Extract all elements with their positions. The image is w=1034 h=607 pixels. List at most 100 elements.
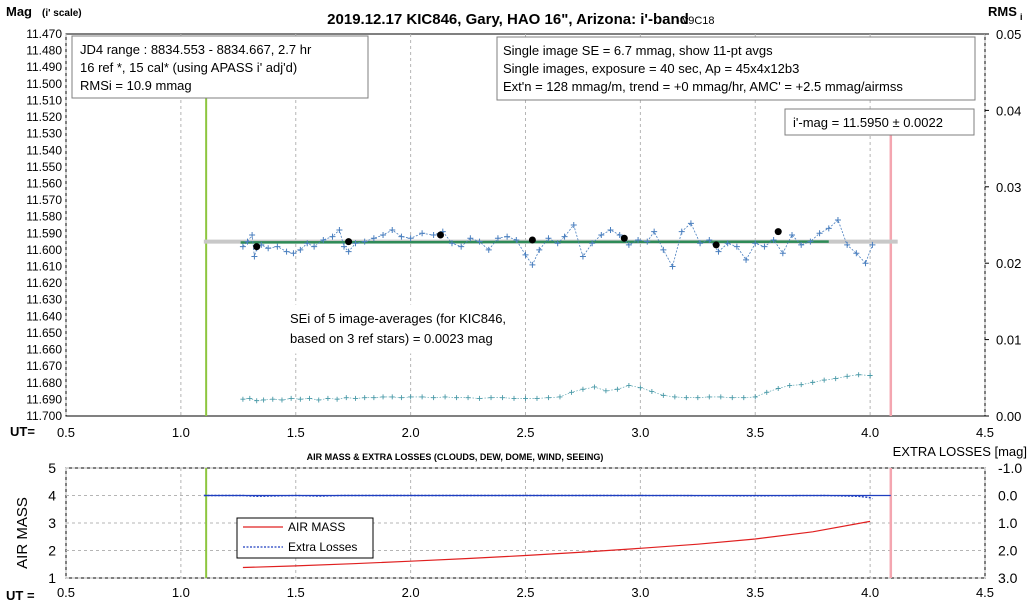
extra-losses-line bbox=[203, 494, 873, 500]
y2-tick-label: 0.00 bbox=[996, 409, 1021, 424]
y2-tick-label: 0.01 bbox=[996, 333, 1021, 348]
obs-point bbox=[853, 250, 860, 257]
y-tick-label: 11.680 bbox=[26, 376, 62, 390]
obs-point bbox=[733, 243, 740, 250]
annotation-box-jd: JD4 range : 8834.553 - 8834.667, 2.7 hr … bbox=[71, 35, 369, 99]
bottom-x-tick-label: 1.5 bbox=[287, 585, 305, 600]
extra-losses-tick-label: 3.0 bbox=[998, 570, 1018, 586]
rms-point bbox=[775, 385, 781, 391]
obs-point bbox=[752, 240, 759, 247]
rms-point bbox=[810, 379, 816, 385]
rms-point bbox=[637, 385, 643, 391]
obs-point bbox=[697, 240, 704, 247]
rms-point bbox=[867, 373, 873, 379]
obs-point bbox=[616, 231, 623, 238]
airmass-line bbox=[242, 520, 871, 569]
extra-losses-tick-label: 1.0 bbox=[998, 515, 1018, 531]
annotation-line: JD4 range : 8834.553 - 8834.667, 2.7 hr bbox=[80, 42, 312, 57]
average-point bbox=[436, 231, 444, 239]
rms-point bbox=[465, 395, 471, 401]
rms-point bbox=[683, 395, 689, 401]
x-tick-label: 2.5 bbox=[516, 425, 534, 440]
legend-airmass-label: AIR MASS bbox=[288, 520, 345, 534]
obs-point bbox=[724, 240, 731, 247]
y-tick-label: 11.700 bbox=[26, 409, 62, 423]
average-point bbox=[712, 241, 720, 249]
rms-point bbox=[833, 376, 839, 382]
x-tick-label: 3.5 bbox=[746, 425, 764, 440]
bottom-y-tick-labels: 1 2 3 4 5 bbox=[48, 460, 56, 586]
rms-point bbox=[557, 394, 563, 400]
bottom-grid bbox=[65, 467, 986, 579]
rms-point bbox=[591, 384, 597, 390]
rms-point bbox=[334, 396, 340, 402]
rms-point bbox=[660, 392, 666, 398]
y-tick-label: 11.630 bbox=[26, 293, 62, 307]
annotation-box-sei: SEi of 5 image-averages (for KIC846, bas… bbox=[282, 304, 519, 354]
annotation-line: based on 3 ref stars) = 0.0023 mag bbox=[290, 331, 493, 346]
x-tick-label: 1.5 bbox=[287, 425, 305, 440]
y2-tick-label: 0.02 bbox=[996, 256, 1021, 271]
obs-point bbox=[290, 250, 297, 257]
y-tick-label: 11.570 bbox=[26, 193, 62, 207]
rms-point bbox=[254, 398, 260, 404]
y-tick-label: 11.470 bbox=[26, 27, 62, 41]
y-tick-label: 11.600 bbox=[26, 243, 62, 257]
obs-point bbox=[274, 243, 281, 250]
obs-point bbox=[345, 248, 352, 255]
legend: AIR MASS Extra Losses bbox=[236, 517, 374, 559]
obs-point bbox=[504, 233, 511, 240]
annotation-box-imag: i'-mag = 11.5950 ± 0.0022 bbox=[784, 108, 975, 136]
obs-point bbox=[862, 260, 869, 267]
obs-point bbox=[807, 238, 814, 245]
obs-point bbox=[816, 230, 823, 237]
extra-losses-tick-label: 2.0 bbox=[998, 543, 1018, 559]
y-axis-label: Mag bbox=[6, 4, 32, 19]
obs-point bbox=[598, 231, 605, 238]
obs-point bbox=[660, 246, 667, 253]
y-tick-label: 11.610 bbox=[26, 260, 62, 274]
rms-point bbox=[798, 382, 804, 388]
rms-point bbox=[729, 395, 735, 401]
chart-version: - v9C18 bbox=[676, 15, 715, 27]
rms-point bbox=[380, 394, 386, 400]
average-point bbox=[620, 234, 628, 242]
bottom-chart-title: AIR MASS & EXTRA LOSSES (CLOUDS, DEW, DO… bbox=[307, 452, 604, 462]
x-tick-label: 2.0 bbox=[402, 425, 420, 440]
rms-point bbox=[511, 395, 517, 401]
y-tick-label: 11.550 bbox=[26, 160, 62, 174]
rms-point bbox=[389, 394, 395, 400]
average-point bbox=[253, 243, 261, 251]
bottom-x-axis-label: UT = bbox=[6, 588, 35, 603]
rms-point bbox=[408, 394, 414, 400]
obs-point bbox=[419, 230, 426, 237]
rms-point bbox=[821, 377, 827, 383]
obs-point bbox=[297, 246, 304, 253]
y-tick-label: 11.540 bbox=[26, 143, 62, 157]
y-axis-label-sub: (i' scale) bbox=[42, 8, 82, 19]
bottom-x-tick-label: 3.5 bbox=[746, 585, 764, 600]
y-tick-label: 11.690 bbox=[26, 392, 62, 406]
obs-point bbox=[545, 235, 552, 242]
y2-axis-label: RMS bbox=[988, 4, 1017, 19]
obs-point bbox=[644, 238, 651, 245]
rms-point bbox=[706, 394, 712, 400]
y-tick-label: 11.620 bbox=[26, 276, 62, 290]
bottom-plot-marks bbox=[203, 468, 893, 578]
obs-point bbox=[361, 238, 368, 245]
rms-point bbox=[672, 394, 678, 400]
obs-point bbox=[458, 243, 465, 250]
obs-point bbox=[561, 233, 568, 240]
airmass-axis-label: AIR MASS bbox=[14, 497, 31, 569]
obs-point bbox=[283, 248, 290, 255]
obs-point bbox=[536, 246, 543, 253]
obs-point bbox=[320, 236, 327, 243]
rms-point bbox=[649, 389, 655, 395]
rms-point bbox=[764, 389, 770, 395]
obs-point bbox=[340, 243, 347, 250]
y-tick-label: 11.660 bbox=[26, 343, 62, 357]
rms-point bbox=[752, 394, 758, 400]
extra-losses-tick-label: 0.0 bbox=[998, 488, 1018, 504]
bottom-x-tick-labels: 0.5 1.0 1.5 2.0 2.5 3.0 3.5 4.0 4.5 bbox=[57, 585, 994, 600]
obs-point bbox=[352, 240, 359, 247]
